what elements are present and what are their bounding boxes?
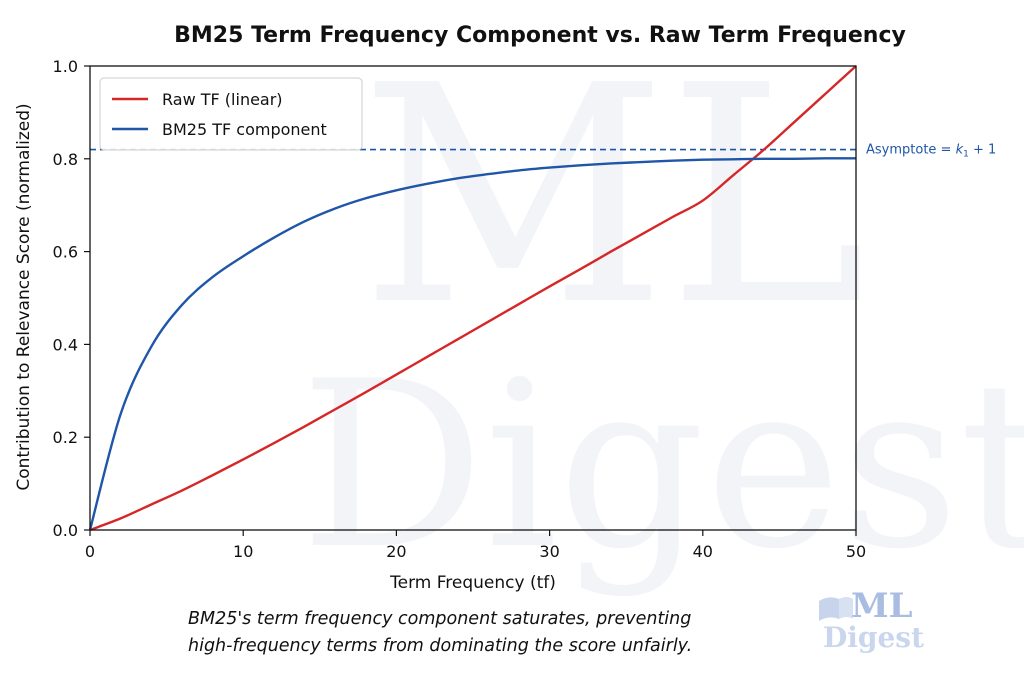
x-tick-label: 0 [85, 542, 95, 561]
book-icon [819, 597, 853, 621]
legend-label: Raw TF (linear) [162, 90, 283, 109]
y-tick-label: 0.4 [53, 335, 78, 354]
legend: Raw TF (linear) BM25 TF component [99, 77, 363, 151]
axes-frame [89, 65, 857, 531]
watermark-bg-top: ML [360, 22, 866, 371]
caption-line-2: high-frequency terms from dominating the… [188, 636, 693, 656]
series-line-bm25-tf [88, 157, 857, 531]
y-tick-label: 1.0 [53, 57, 78, 76]
legend-box [99, 77, 363, 151]
x-tick-label: 50 [846, 542, 866, 561]
x-tick-label: 20 [386, 542, 406, 561]
y-tick-label: 0.8 [53, 150, 78, 169]
logo-text-bottom: Digest [823, 621, 924, 654]
series-line-raw-tf [89, 65, 857, 532]
legend-label: BM25 TF component [162, 120, 327, 139]
chart-title: BM25 Term Frequency Component vs. Raw Te… [174, 23, 906, 48]
x-tick-label: 10 [233, 542, 253, 561]
plot-area: 0 10 20 30 40 50 0.0 0.2 0.4 0.6 0.8 1.0 Asymptote =… [53, 57, 997, 561]
x-axis-label: Term Frequency (tf) [389, 573, 556, 593]
y-tick-label: 0.0 [53, 521, 78, 540]
x-tick-label: 40 [693, 542, 713, 561]
logo-text-top: ML [851, 586, 913, 626]
y-tick-label: 0.2 [53, 428, 78, 447]
ml-digest-logo: ML Digest [819, 586, 924, 654]
y-axis-label: Contribution to Relevance Score (normali… [14, 103, 34, 490]
watermark-bg-bottom: Digest [300, 333, 1024, 600]
caption-line-1: BM25's term frequency component saturate… [188, 609, 692, 629]
caption: BM25's term frequency component saturate… [0, 606, 1024, 660]
asymptote-label: Asymptote = k1 + 1 [866, 143, 996, 160]
x-tick-label: 30 [539, 542, 559, 561]
background-watermark: ML Digest [300, 22, 1024, 600]
y-tick-label: 0.6 [53, 243, 78, 262]
